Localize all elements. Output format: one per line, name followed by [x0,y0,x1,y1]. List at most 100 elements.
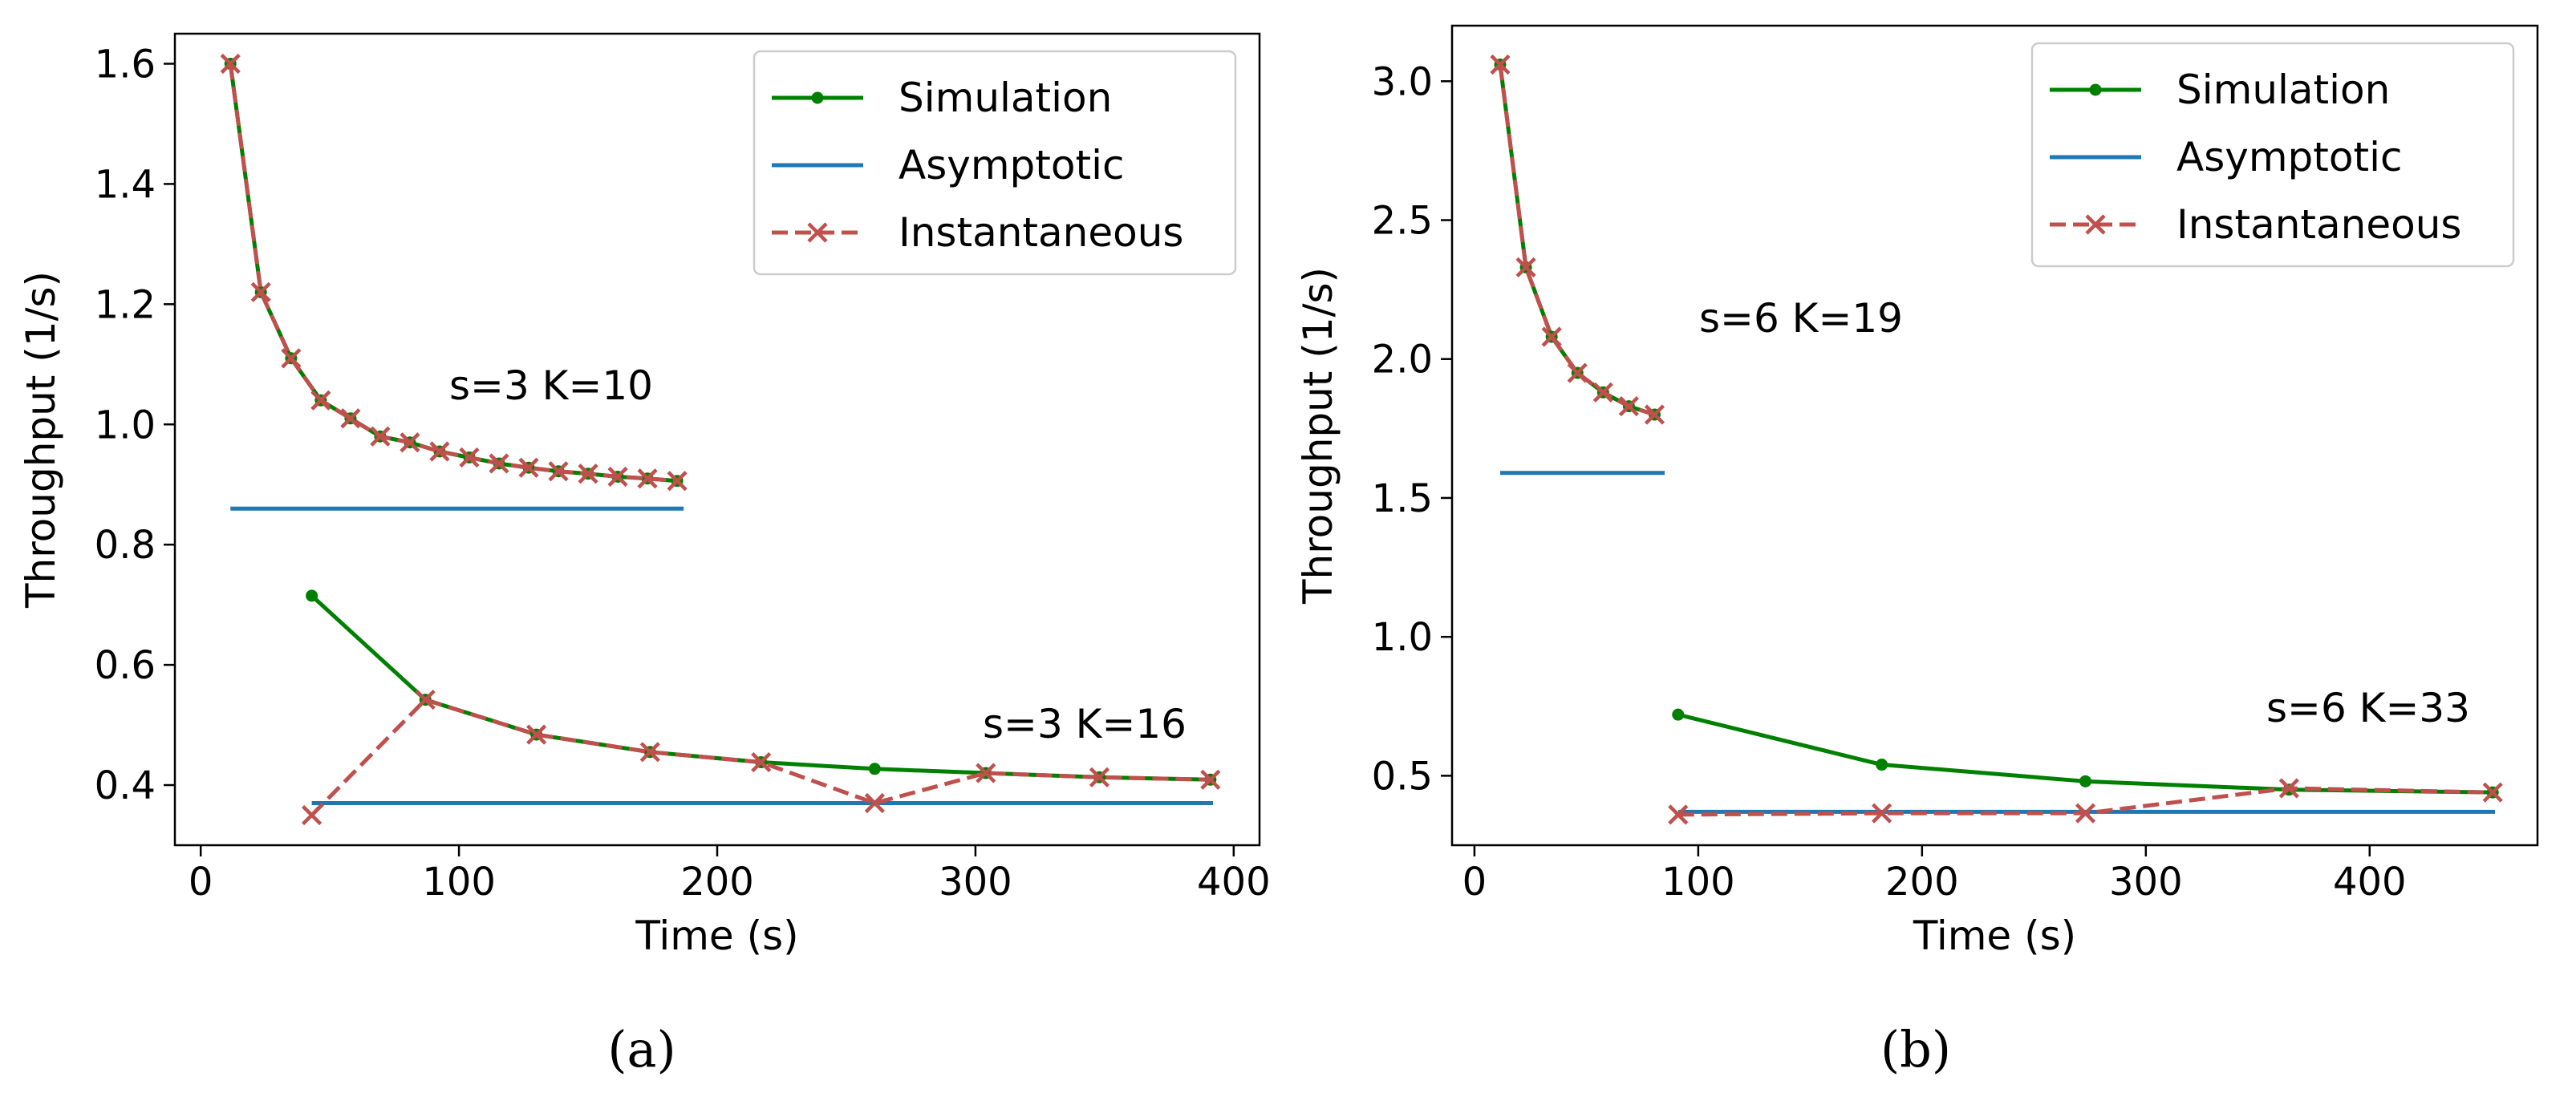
x-tick-label: 200 [1885,860,1959,905]
x-tick-label: 200 [680,860,754,905]
instantaneous-point [548,461,569,482]
panel-caption: (b) [1880,1020,1951,1079]
instantaneous-point [429,441,450,462]
instantaneous-point [302,804,323,826]
y-tick-label: 0.6 [95,643,156,688]
instantaneous-point [2482,782,2503,803]
legend-asymptotic-label: Asymptotic [2176,134,2402,180]
y-tick-label: 2.0 [1372,338,1433,383]
legend-simulation-label: Simulation [2176,67,2390,113]
series-simulation-line [310,594,1211,782]
series-group-1 [1668,708,2503,825]
x-tick-label: 300 [2109,860,2183,905]
simulation-point [2079,775,2091,787]
legend-simulation-label: Simulation [899,75,1112,121]
x-tick-label: 400 [1197,860,1271,905]
chart-panel-b: 0 100 200 300 400 0.5 1.0 1.5 2.0 2.5 3.0 Time (s) T… [1295,24,2539,1079]
instantaneous-point [1567,362,1588,383]
instantaneous-point [1089,767,1110,787]
annotation-label: s=3 K=10 [449,362,653,409]
legend-simulation-marker [2089,83,2102,96]
y-tick-label: 1.2 [95,282,156,327]
instantaneous-point [1644,404,1665,425]
instantaneous-point [1200,769,1221,790]
series-instantaneous-line [228,63,678,484]
y-tick-label: 1.5 [1372,476,1433,521]
instantaneous-point [864,792,885,814]
instantaneous-point [415,689,436,710]
legend: Simulation Asymptotic Instantaneous [753,50,1237,276]
series-instantaneous-line [310,698,1211,817]
instantaneous-point [1668,804,1689,825]
legend-instantaneous-marker [2085,214,2106,235]
instantaneous-point [1592,382,1613,403]
series-instantaneous-line [1498,64,1656,417]
simulation-point [1672,708,1685,721]
y-tick-label: 2.5 [1372,199,1433,244]
annotation-label: s=3 K=16 [983,701,1187,747]
x-tick-label: 0 [1462,860,1487,905]
instantaneous-point [526,724,547,745]
plot-area [220,53,1221,826]
instantaneous-point [1541,326,1562,347]
annotation-label: s=6 K=33 [2266,685,2470,731]
series-group-0 [220,53,688,511]
simulation-point [306,589,318,602]
instantaneous-point [310,390,331,411]
legend-box [2030,42,2515,268]
legend-simulation-marker [811,91,824,104]
instantaneous-point [281,348,302,369]
instantaneous-point [459,447,480,468]
y-tick-label: 0.4 [95,763,156,808]
y-tick-label: 1.0 [95,403,156,447]
y-tick-label: 0.8 [95,523,156,568]
series-simulation-line [228,63,678,484]
chart-panel-a: 0 100 200 300 400 0.4 0.6 0.8 1.0 1.2 1.4 1.6 Time (… [18,32,1271,1079]
annotation-label: s=6 K=19 [1699,295,1903,342]
instantaneous-point [340,408,361,429]
simulation-point [868,763,881,775]
y-axis-label: Throughput (1/s) [1295,267,1341,605]
plot-area [1490,54,2503,825]
plot-frame [1450,24,2539,847]
y-tick-label: 1.0 [1372,615,1433,660]
x-tick-label: 0 [189,860,213,905]
instantaneous-point [400,432,420,453]
instantaneous-point [1515,257,1536,277]
y-tick-label: 1.6 [95,42,156,87]
x-tick-label: 100 [1661,860,1735,905]
simulation-point [1876,759,1888,771]
instantaneous-point [1618,396,1639,417]
legend-instantaneous-marker [807,222,828,243]
instantaneous-point [578,463,598,484]
instantaneous-point [607,466,628,488]
instantaneous-point [489,453,509,474]
instantaneous-point [639,742,660,763]
instantaneous-point [751,751,772,773]
instantaneous-point [2075,803,2096,824]
series-group-0 [1490,54,1665,476]
legend-asymptotic-label: Asymptotic [899,142,1124,188]
legend: Simulation Asymptotic Instantaneous [2030,42,2515,268]
legend-instantaneous-label: Instantaneous [899,209,1183,256]
instantaneous-point [1490,54,1511,75]
x-tick-label: 100 [422,860,496,905]
y-tick-label: 3.0 [1372,59,1433,104]
panel-caption: (a) [607,1020,675,1079]
instantaneous-point [220,53,241,75]
y-tick-label: 0.5 [1372,754,1433,799]
x-axis-label: Time (s) [635,913,798,959]
legend-instantaneous-label: Instantaneous [2176,201,2461,248]
x-tick-label: 300 [939,860,1012,905]
legend-box [753,50,1237,276]
instantaneous-point [2278,778,2299,799]
instantaneous-point [637,468,658,489]
x-axis-label: Time (s) [1913,913,2076,959]
instantaneous-point [1872,803,1892,824]
series-group-1 [302,589,1221,826]
plot-frame [173,32,1261,847]
instantaneous-point [518,457,539,478]
instantaneous-point [250,281,271,302]
instantaneous-point [370,426,391,447]
